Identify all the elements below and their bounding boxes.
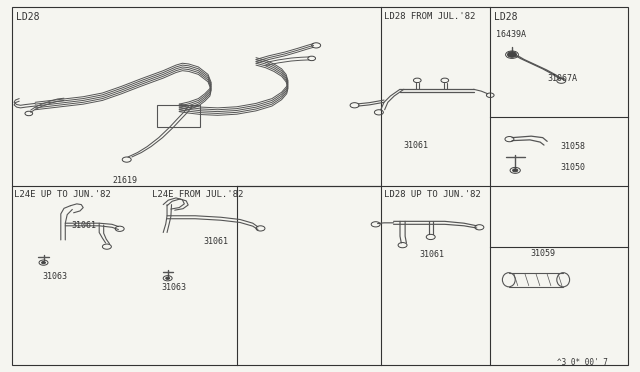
Circle shape bbox=[508, 52, 516, 57]
Text: LD28: LD28 bbox=[16, 12, 40, 22]
Text: 21619: 21619 bbox=[112, 176, 137, 185]
Text: 31061: 31061 bbox=[204, 237, 228, 246]
Text: LD28 UP TO JUN.'82: LD28 UP TO JUN.'82 bbox=[384, 190, 481, 199]
Text: 16439A: 16439A bbox=[496, 30, 526, 39]
Ellipse shape bbox=[557, 273, 570, 287]
Text: LD28: LD28 bbox=[494, 12, 518, 22]
Text: 31063: 31063 bbox=[42, 272, 67, 281]
Bar bbox=[157, 105, 200, 127]
Text: LD28 FROM JUL.'82: LD28 FROM JUL.'82 bbox=[384, 12, 476, 21]
Text: 31063: 31063 bbox=[161, 283, 186, 292]
Circle shape bbox=[42, 262, 45, 264]
Text: 31061: 31061 bbox=[419, 250, 444, 259]
Text: ^3 0* 00' 7: ^3 0* 00' 7 bbox=[557, 358, 607, 367]
Text: 31059: 31059 bbox=[530, 249, 555, 258]
Ellipse shape bbox=[502, 273, 515, 287]
Text: 31058: 31058 bbox=[560, 142, 585, 151]
Text: L24E UP TO JUN.'82: L24E UP TO JUN.'82 bbox=[14, 190, 111, 199]
Text: L24E FROM JUL.'82: L24E FROM JUL.'82 bbox=[152, 190, 244, 199]
Text: 31067A: 31067A bbox=[547, 74, 577, 83]
Text: 31061: 31061 bbox=[72, 221, 97, 230]
Text: 31061: 31061 bbox=[403, 141, 428, 150]
Text: 31050: 31050 bbox=[560, 163, 585, 171]
Circle shape bbox=[166, 277, 170, 279]
Circle shape bbox=[513, 169, 518, 172]
